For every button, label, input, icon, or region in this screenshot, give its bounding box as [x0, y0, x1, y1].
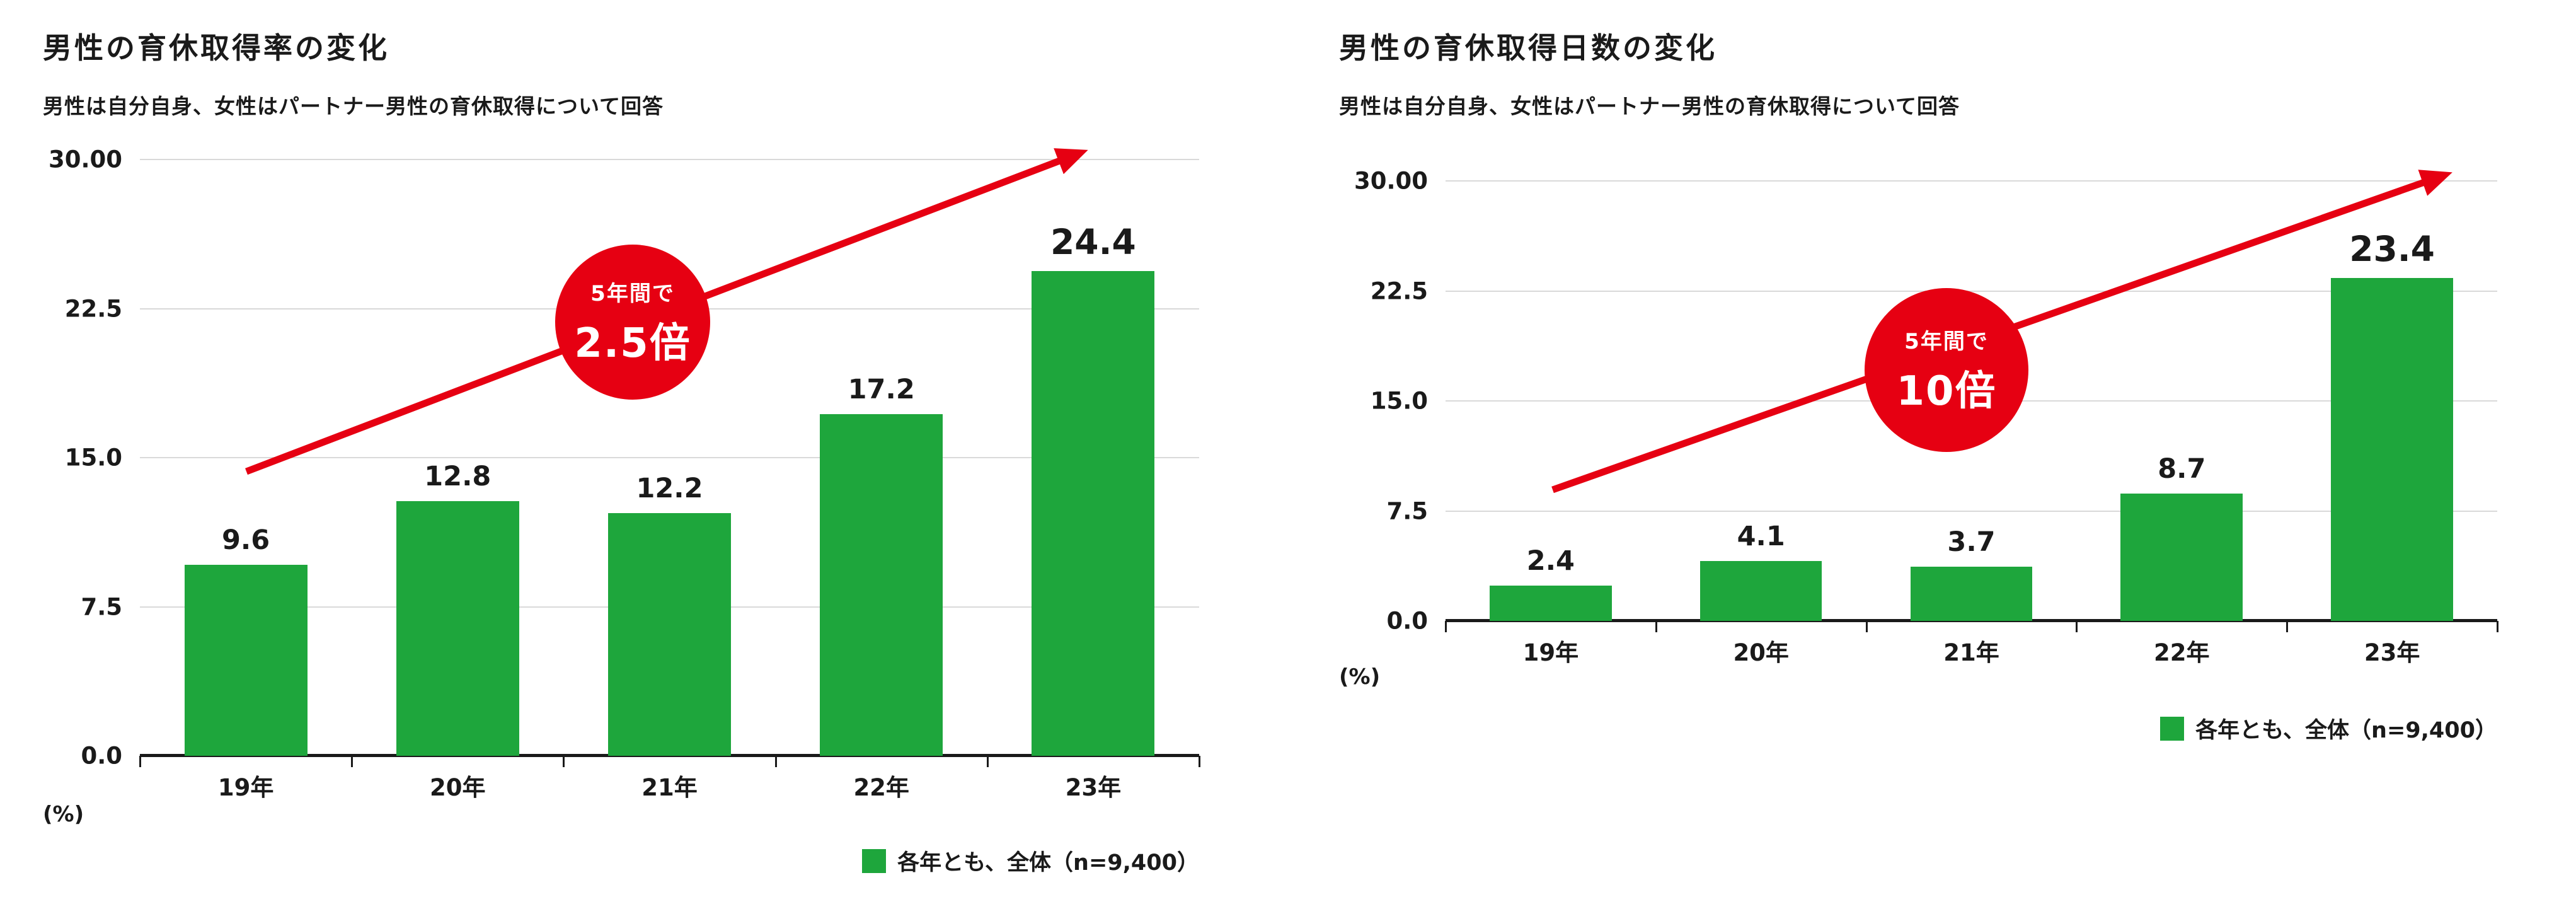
axis-unit-label: (%): [43, 802, 84, 827]
y-axis-tick-label: 7.5: [1386, 497, 1428, 524]
chart-subtitle: 男性は自分自身、女性はパートナー男性の育休取得について回答: [43, 94, 664, 119]
x-axis-category-label: 21年: [1943, 639, 1999, 666]
gridline: [1446, 510, 2497, 512]
bar: [1032, 270, 1155, 756]
legend-swatch-icon: [862, 848, 887, 873]
y-axis-tick-label: 0.0: [1386, 607, 1428, 635]
x-axis-category-label: 22年: [853, 774, 909, 801]
bar-value-label: 12.2: [636, 473, 703, 505]
x-axis-tick: [774, 756, 777, 767]
legend-swatch-icon: [2160, 716, 2185, 741]
bar: [2331, 277, 2453, 621]
bar: [396, 501, 519, 756]
x-axis-tick: [2286, 621, 2289, 632]
bar-value-label: 24.4: [1050, 221, 1136, 262]
x-axis-category-label: 23年: [2364, 639, 2420, 666]
x-axis-category-label: 23年: [1065, 774, 1122, 801]
chart-title: 男性の育休取得日数の変化: [1339, 31, 1717, 65]
gridline: [140, 159, 1199, 160]
bar: [2120, 493, 2243, 621]
x-axis-tick: [2076, 621, 2078, 632]
y-axis-tick-label: 30.00: [1354, 167, 1428, 195]
bar-value-label: 12.8: [424, 461, 492, 493]
bar-value-label: 8.7: [2158, 453, 2206, 485]
bar-value-label: 4.1: [1737, 520, 1785, 552]
bar: [1910, 566, 2033, 621]
x-axis-tick: [2497, 621, 2498, 632]
y-axis-tick-label: 22.5: [64, 295, 122, 322]
x-axis-category-label: 19年: [217, 774, 274, 801]
x-axis-tick: [351, 756, 354, 767]
bar: [1490, 586, 1612, 621]
x-axis-tick: [1445, 621, 1447, 632]
badge-multiplier: 10倍: [1896, 367, 1997, 415]
bar-value-label: 17.2: [848, 373, 915, 405]
x-axis-category-label: 22年: [2154, 639, 2210, 666]
growth-badge: 5年間で 10倍: [1865, 288, 2028, 452]
y-axis-tick-label: 15.0: [64, 444, 122, 472]
x-axis-category-label: 19年: [1522, 639, 1579, 666]
bar: [184, 565, 308, 756]
y-axis-tick-label: 15.0: [1370, 387, 1428, 415]
badge-multiplier: 2.5倍: [574, 320, 691, 367]
x-axis-tick: [563, 756, 565, 767]
bar-chart-rate: 30.00 22.5 15.0 7.5 0.0 9.6 19年 12.8 20年 12.2 21年 1…: [49, 146, 1200, 801]
gridline: [1446, 180, 2497, 182]
chart-title: 男性の育休取得率の変化: [43, 31, 389, 65]
badge-prefix: 5年間で: [1904, 328, 1989, 354]
x-axis-category-label: 21年: [641, 774, 698, 801]
y-axis-tick-label: 7.5: [81, 593, 122, 620]
x-axis-tick: [139, 756, 141, 767]
bar: [608, 513, 731, 756]
chart-subtitle: 男性は自分自身、女性はパートナー男性の育休取得について回答: [1339, 94, 1960, 119]
x-axis-category-label: 20年: [1733, 639, 1789, 666]
badge-prefix: 5年間で: [590, 281, 675, 306]
legend: 各年とも、全体（n=9,400）: [1446, 712, 2497, 744]
x-axis-tick: [1865, 621, 1868, 632]
x-axis-tick: [986, 756, 989, 767]
legend-label: 各年とも、全体（n=9,400）: [897, 850, 1199, 876]
x-axis-tick: [1199, 756, 1200, 767]
axis-unit-label: (%): [1339, 664, 1381, 690]
y-axis-tick-label: 30.00: [48, 146, 122, 173]
bar: [1699, 560, 1822, 621]
bar-value-label: 9.6: [222, 524, 270, 557]
y-axis-tick-label: 0.0: [81, 742, 122, 770]
growth-badge: 5年間で 2.5倍: [555, 245, 710, 400]
bar: [820, 414, 943, 756]
bar-value-label: 2.4: [1526, 545, 1575, 577]
x-axis-category-label: 20年: [430, 774, 486, 801]
x-axis-tick: [1655, 621, 1657, 632]
legend-label: 各年とも、全体（n=9,400）: [2195, 718, 2497, 743]
y-axis-tick-label: 22.5: [1370, 277, 1428, 304]
bar-value-label: 23.4: [2349, 228, 2435, 269]
legend: 各年とも、全体（n=9,400）: [140, 845, 1199, 877]
chart-panel-days: 男性の育休取得日数の変化 男性は自分自身、女性はパートナー男性の育休取得について…: [1339, 25, 2552, 895]
bar-value-label: 3.7: [1947, 526, 1996, 558]
chart-panel-rate: 男性の育休取得率の変化 男性は自分自身、女性はパートナー男性の育休取得について回…: [43, 25, 1240, 895]
